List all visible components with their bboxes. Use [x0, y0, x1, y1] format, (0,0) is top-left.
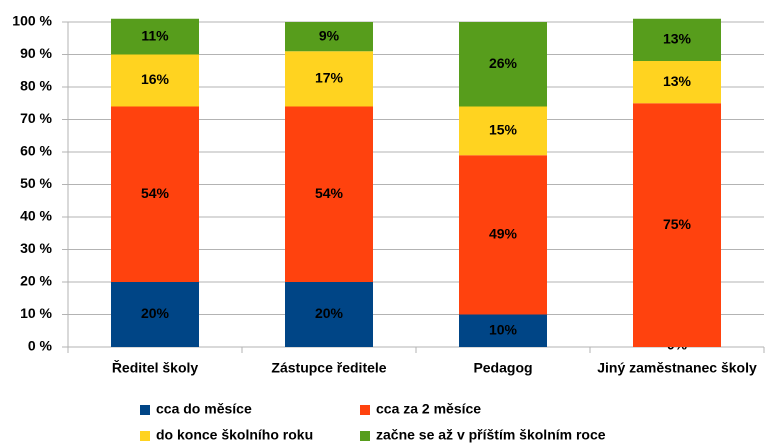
bar-segment — [459, 314, 547, 347]
legend-swatch — [140, 431, 150, 441]
bar-segment — [111, 18, 199, 55]
bar-segment — [111, 54, 199, 107]
legend-swatch — [360, 431, 370, 441]
y-tick-label: 40 % — [20, 208, 52, 224]
value-label: 11% — [141, 27, 169, 43]
value-label: 16% — [141, 71, 170, 87]
bar-segment — [459, 155, 547, 315]
y-tick-label: 0 % — [28, 338, 53, 354]
y-tick-label: 30 % — [20, 240, 52, 256]
legend-label: začne se až v příštím školním roce — [376, 427, 606, 443]
bar-segment — [633, 61, 721, 104]
bar-segment — [285, 22, 373, 52]
value-label: 26% — [489, 55, 518, 71]
legend-swatch — [140, 405, 150, 415]
bar-segment — [633, 103, 721, 347]
legend-label: cca do měsíce — [156, 401, 252, 417]
value-label: 54% — [315, 185, 344, 201]
value-label: 17% — [315, 70, 344, 86]
y-tick-label: 60 % — [20, 143, 52, 159]
legend-swatch — [360, 405, 370, 415]
bar-segment — [111, 282, 199, 347]
x-tick-label: Pedagog — [473, 360, 532, 376]
bar-segment — [285, 282, 373, 347]
value-label: 10% — [489, 321, 518, 337]
y-tick-label: 100 % — [12, 13, 52, 29]
legend-label: do konce školního roku — [156, 427, 313, 443]
value-label: 13% — [663, 73, 692, 89]
value-label: 49% — [489, 226, 518, 242]
value-label: 75% — [663, 216, 692, 232]
value-label: 13% — [663, 31, 692, 47]
value-label: 20% — [315, 305, 344, 321]
x-tick-label: Jiný zaměstnanec školy — [597, 360, 757, 376]
bar-segment — [285, 106, 373, 282]
y-tick-label: 90 % — [20, 45, 52, 61]
value-label: 9% — [319, 27, 340, 43]
bar-segment — [111, 106, 199, 282]
value-label: 15% — [489, 122, 518, 138]
bar-segment — [459, 106, 547, 156]
bar-segment — [459, 22, 547, 107]
value-label: 54% — [141, 185, 170, 201]
value-label: 20% — [141, 305, 170, 321]
x-tick-label: Ředitel školy — [112, 359, 199, 376]
y-tick-label: 70 % — [20, 110, 52, 126]
y-tick-label: 50 % — [20, 175, 52, 191]
y-tick-label: 20 % — [20, 273, 52, 289]
y-tick-label: 80 % — [20, 78, 52, 94]
y-tick-label: 10 % — [20, 305, 52, 321]
bar-segment — [633, 18, 721, 61]
x-tick-label: Zástupce ředitele — [271, 360, 386, 376]
legend-label: cca za 2 měsíce — [376, 401, 481, 417]
bar-segment — [285, 51, 373, 107]
